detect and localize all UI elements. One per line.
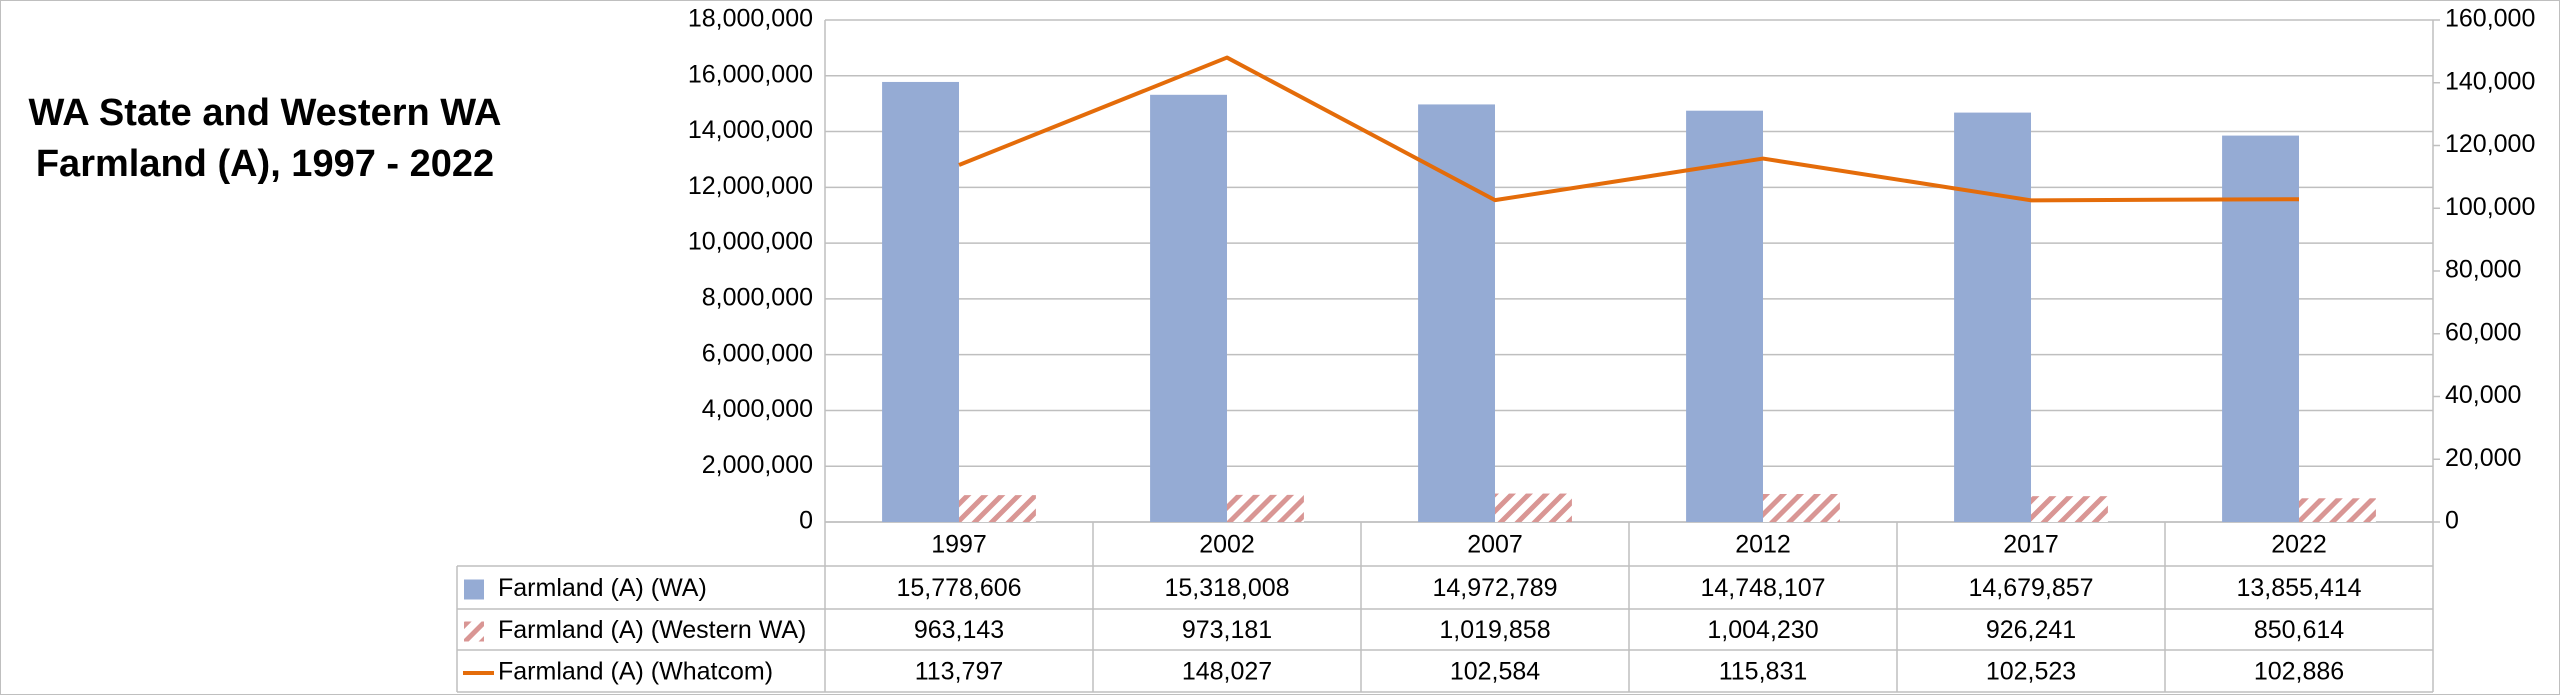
- y2-tick-label: 20,000: [2445, 444, 2521, 472]
- line: [958, 55, 2300, 203]
- y2-tick-label: 80,000: [2445, 256, 2521, 284]
- x-tick-label: 1997: [931, 531, 987, 559]
- y-tick-label: 8,000,000: [702, 283, 813, 311]
- bar: [2222, 135, 2299, 523]
- table-value: 102,886: [2254, 658, 2344, 686]
- y-tick-label: 4,000,000: [702, 395, 813, 423]
- y2-tick-label: 140,000: [2445, 67, 2535, 95]
- table-value: 115,831: [1719, 658, 1808, 686]
- y-tick-label: 18,000,000: [688, 5, 813, 33]
- y-tick-label: 10,000,000: [688, 228, 813, 256]
- x-tick-label: 2002: [1199, 531, 1255, 559]
- table-value: 148,027: [1182, 658, 1272, 686]
- hatched-bar: [2299, 498, 2376, 522]
- table-value: 14,748,107: [1700, 574, 1825, 602]
- table-value: 102,523: [1986, 658, 2076, 686]
- table-value: 102,584: [1450, 658, 1540, 686]
- y2-tick-label: 160,000: [2445, 5, 2535, 33]
- x-tick-label: 2007: [1467, 531, 1523, 559]
- bar: [882, 81, 959, 522]
- legend-label: Farmland (A) (Whatcom): [498, 658, 773, 686]
- y2-tick-label: 120,000: [2445, 130, 2535, 158]
- y-tick-label: 16,000,000: [688, 60, 813, 88]
- table-value: 15,318,008: [1164, 574, 1289, 602]
- y-tick-label: 12,000,000: [688, 172, 813, 200]
- table-value: 15,778,606: [896, 574, 1021, 602]
- y2-tick-label: 40,000: [2445, 381, 2521, 409]
- y2-tick-label: 100,000: [2445, 193, 2535, 221]
- table-value: 963,143: [914, 616, 1004, 644]
- table-value: 850,614: [2254, 616, 2344, 644]
- y-tick-label: 14,000,000: [688, 116, 813, 144]
- bar: [1954, 112, 2031, 523]
- legend-label: Farmland (A) (Western WA): [498, 616, 806, 644]
- hatched-bar: [959, 495, 1036, 522]
- legend-key: [464, 579, 484, 600]
- table-value: 973,181: [1182, 616, 1272, 644]
- legend-key: [464, 621, 484, 642]
- bar: [1418, 104, 1495, 523]
- table-value: 14,679,857: [1968, 574, 2093, 602]
- x-tick-label: 2017: [2003, 531, 2059, 559]
- bar: [1150, 94, 1227, 522]
- table-value: 1,019,858: [1439, 616, 1550, 644]
- hatched-bar: [2031, 496, 2108, 522]
- table-value: 13,855,414: [2236, 574, 2361, 602]
- x-tick-label: 2022: [2271, 531, 2327, 559]
- table-value: 113,797: [915, 658, 1004, 686]
- y-tick-label: 0: [799, 507, 813, 535]
- x-tick-label: 2012: [1735, 531, 1791, 559]
- hatched-bar: [1495, 493, 1572, 522]
- hatched-bar: [1227, 494, 1304, 522]
- hatched-bar: [1763, 493, 1840, 522]
- bar: [1686, 110, 1763, 522]
- chart-title: WA State and Western WA Farmland (A), 19…: [28, 92, 502, 185]
- y2-tick-label: 0: [2445, 507, 2459, 535]
- y2-tick-label: 60,000: [2445, 318, 2521, 346]
- y-tick-label: 2,000,000: [702, 451, 813, 479]
- table-value: 14,972,789: [1432, 574, 1557, 602]
- y-tick-label: 6,000,000: [702, 339, 813, 367]
- table-value: 1,004,230: [1707, 616, 1818, 644]
- legend-label: Farmland (A) (WA): [498, 574, 707, 602]
- table-value: 926,241: [1986, 616, 2076, 644]
